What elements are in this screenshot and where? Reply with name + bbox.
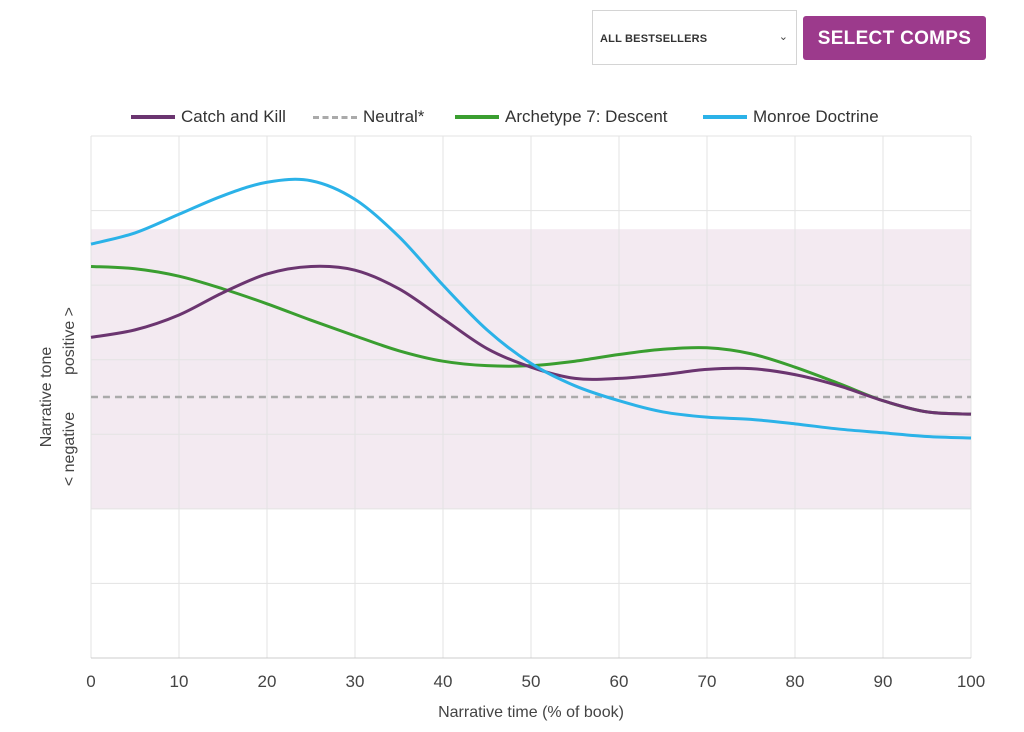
x-axis-label: Narrative time (% of book) bbox=[438, 704, 624, 721]
legend-label: Neutral* bbox=[363, 107, 425, 126]
x-tick-label: 50 bbox=[522, 672, 541, 691]
select-value: ALL BESTSELLERS bbox=[600, 33, 708, 45]
x-tick-label: 100 bbox=[957, 672, 985, 691]
x-tick-label: 20 bbox=[258, 672, 277, 691]
bestseller-filter-select[interactable]: ALL BESTSELLERS ⌄ bbox=[592, 10, 797, 65]
legend-label: Catch and Kill bbox=[181, 107, 286, 126]
x-tick-label: 80 bbox=[786, 672, 805, 691]
legend-item[interactable]: Catch and Kill bbox=[131, 104, 286, 130]
legend-label: Archetype 7: Descent bbox=[505, 107, 668, 126]
y-axis-label-positive: positive > bbox=[61, 307, 78, 375]
x-tick-label: 0 bbox=[86, 672, 95, 691]
x-tick-label: 30 bbox=[346, 672, 365, 691]
legend-label: Monroe Doctrine bbox=[753, 107, 879, 126]
y-axis-label-negative: < negative bbox=[61, 412, 78, 486]
neutral-band bbox=[91, 229, 971, 509]
x-tick-label: 40 bbox=[434, 672, 453, 691]
legend-item[interactable]: Archetype 7: Descent bbox=[455, 104, 668, 130]
x-tick-label: 70 bbox=[698, 672, 717, 691]
legend-swatch bbox=[455, 115, 499, 119]
y-axis-label: Narrative tone bbox=[38, 347, 55, 448]
legend-swatch bbox=[313, 115, 357, 119]
legend-item[interactable]: Monroe Doctrine bbox=[703, 104, 879, 130]
series-line-monroe-doctrine bbox=[90, 177, 972, 440]
select-comps-button[interactable]: SELECT COMPS bbox=[803, 16, 986, 60]
x-tick-label: 90 bbox=[874, 672, 893, 691]
x-tick-label: 60 bbox=[610, 672, 629, 691]
series-line-catch-and-kill bbox=[90, 264, 972, 416]
chevron-down-icon: ⌄ bbox=[778, 31, 788, 43]
series-line-archetype-7-descent bbox=[90, 265, 972, 416]
legend-swatch bbox=[131, 115, 175, 119]
chart-legend: Catch and Kill Neutral* Archetype 7: Desce… bbox=[0, 104, 1024, 130]
x-tick-label: 10 bbox=[170, 672, 189, 691]
legend-item[interactable]: Neutral* bbox=[313, 104, 424, 130]
toolbar: ALL BESTSELLERS ⌄ SELECT COMPS bbox=[592, 10, 992, 68]
legend-swatch bbox=[703, 115, 747, 119]
